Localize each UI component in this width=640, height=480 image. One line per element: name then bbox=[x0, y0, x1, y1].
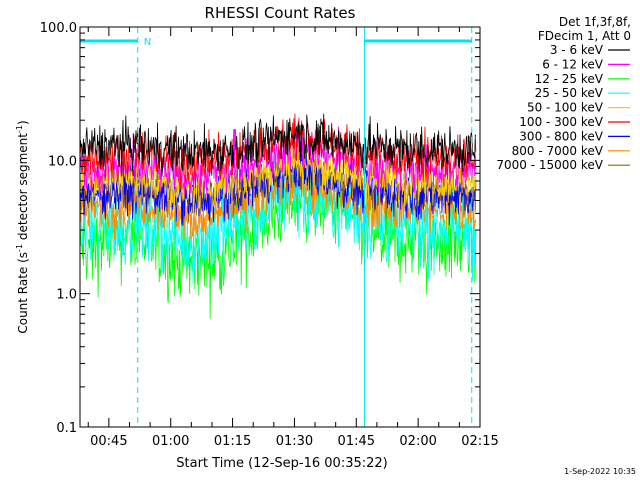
x-tick-label: 02:00 bbox=[399, 434, 436, 449]
footer-timestamp: 1-Sep-2022 10:35 bbox=[564, 467, 636, 476]
legend-label: 12 - 25 keV bbox=[535, 72, 604, 86]
legend-label: 6 - 12 keV bbox=[542, 57, 604, 71]
y-axis-label-prefix: Count Rate (s bbox=[16, 252, 30, 334]
plot-area: N bbox=[79, 27, 477, 427]
legend-label: 100 - 300 keV bbox=[519, 115, 603, 129]
night-bar-label: N bbox=[144, 37, 151, 48]
legend-header-detectors: Det 1f,3f,8f, bbox=[559, 15, 631, 29]
legend-label: 800 - 7000 keV bbox=[512, 144, 604, 158]
y-tick-label: 100.0 bbox=[40, 21, 77, 36]
y-axis-label: Count Rate (s-1 detector segment-1) bbox=[15, 120, 30, 333]
y-axis-label-suffix: ) bbox=[16, 120, 30, 125]
y-axis: 100.0 10.0 1.0 0.1 bbox=[40, 21, 480, 436]
legend-label: 7000 - 15000 keV bbox=[496, 158, 603, 172]
x-tick-label: 02:15 bbox=[461, 434, 498, 449]
x-axis-label: Start Time (12-Sep-16 00:35:22) bbox=[176, 456, 387, 471]
legend-label: 50 - 100 keV bbox=[527, 101, 604, 115]
series-line-300-800kev bbox=[79, 147, 477, 226]
y-tick-label: 1.0 bbox=[56, 288, 77, 303]
series-line-3-6kev bbox=[79, 113, 477, 177]
legend-label: 3 - 6 keV bbox=[550, 43, 604, 57]
y-tick-label: 10.0 bbox=[48, 154, 77, 169]
x-tick-label: 01:30 bbox=[276, 434, 313, 449]
x-tick-label: 01:15 bbox=[214, 434, 251, 449]
series-line-6-12kev bbox=[79, 120, 477, 201]
y-axis-label-middle: detector segment bbox=[16, 133, 30, 244]
chart-title: RHESSI Count Rates bbox=[205, 4, 356, 22]
legend-header-decimation: FDecim 1, Att 0 bbox=[538, 29, 631, 43]
x-tick-label: 01:45 bbox=[338, 434, 375, 449]
x-tick-label: 00:45 bbox=[90, 434, 127, 449]
plot-frame bbox=[79, 26, 481, 428]
series-line-50-100kev bbox=[79, 138, 477, 218]
legend-label: 25 - 50 keV bbox=[535, 86, 604, 100]
y-tick-label: 0.1 bbox=[56, 421, 77, 436]
legend: Det 1f,3f,8f, FDecim 1, Att 0 3 - 6 keV6… bbox=[496, 15, 631, 172]
x-axis: 00:45 01:00 01:15 01:30 01:45 02:00 02:15 bbox=[87, 27, 499, 449]
x-tick-label: 01:00 bbox=[152, 434, 189, 449]
legend-label: 300 - 800 keV bbox=[519, 129, 603, 143]
y-axis-label-exponent-2: -1 bbox=[15, 125, 24, 133]
y-axis-label-exponent-1: -1 bbox=[15, 244, 24, 252]
